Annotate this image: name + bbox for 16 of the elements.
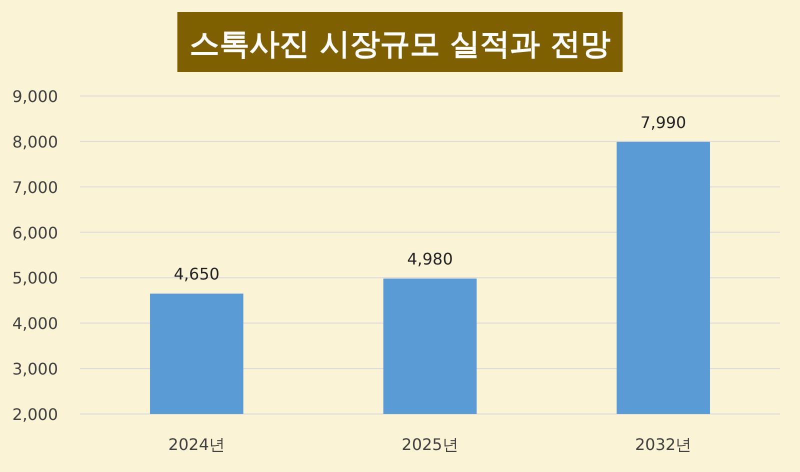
chart-title: 스톡사진 시장규모 실적과 전망 [189, 27, 611, 62]
x-tick-label: 2024년 [168, 435, 226, 454]
y-tick-label: 4,000 [12, 314, 58, 334]
x-tick-label: 2025년 [402, 435, 458, 454]
title: 스톡사진 시장규모 실적과 전망 [177, 12, 623, 72]
y-tick-label: 3,000 [12, 360, 58, 379]
y-tick-label: 6,000 [12, 223, 58, 242]
y-tick-label: 7,000 [12, 178, 58, 197]
y-tick-label: 9,000 [12, 87, 58, 106]
x-tick-label: 2032년 [634, 435, 692, 454]
data-label: 4,650 [174, 264, 220, 284]
y-tick-label: 2,000 [12, 405, 58, 424]
y-tick-label: 8,000 [12, 132, 58, 152]
y-tick-label: 5,000 [12, 268, 58, 288]
data-label: 7,990 [640, 112, 686, 132]
data-label: 4,980 [407, 250, 453, 269]
